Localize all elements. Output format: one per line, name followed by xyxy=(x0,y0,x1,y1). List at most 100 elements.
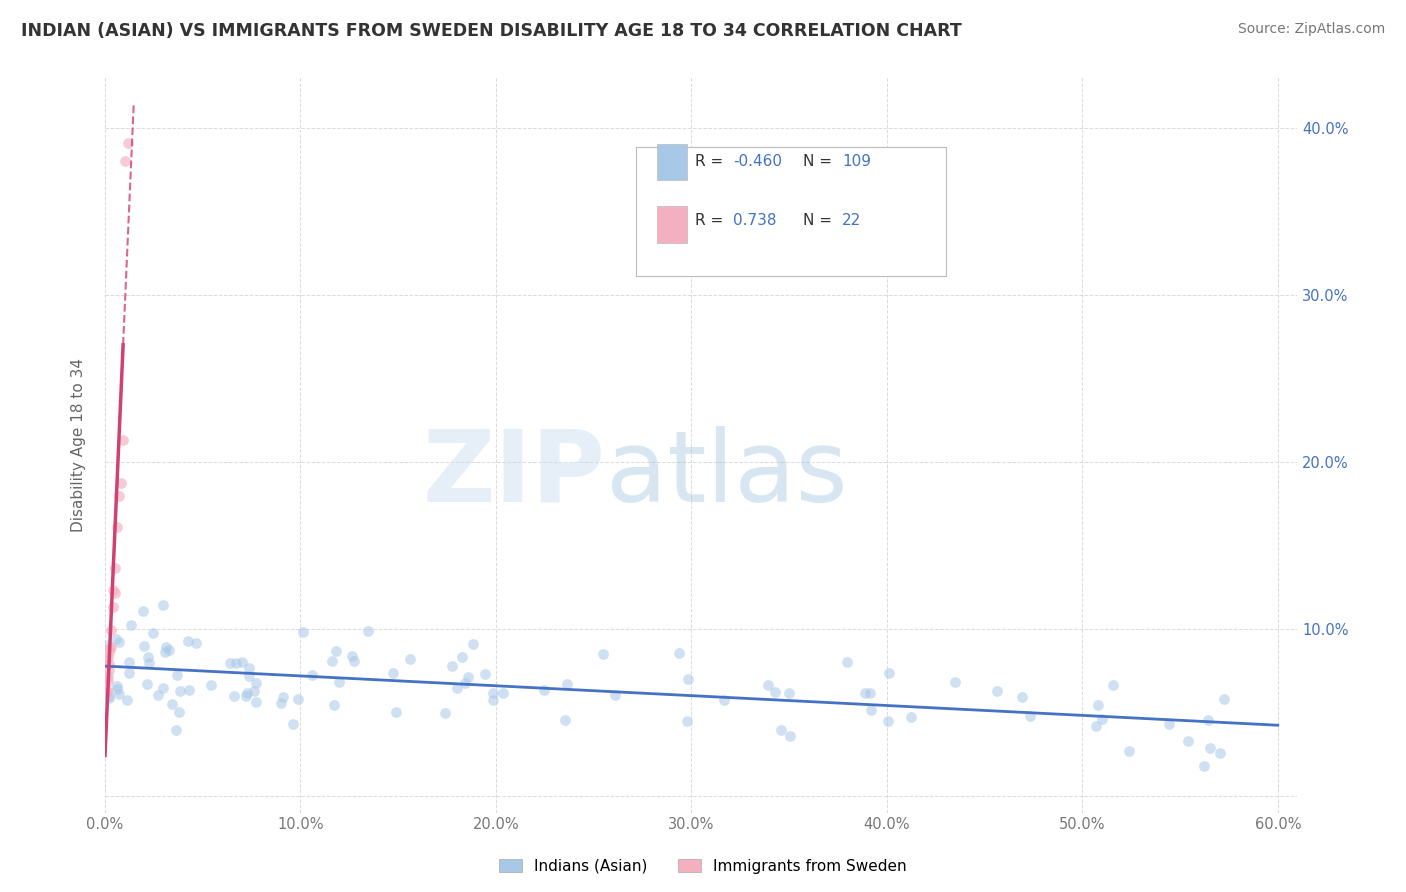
Point xyxy=(107,489,129,503)
Point xyxy=(859,703,882,717)
Point xyxy=(169,683,191,698)
Point xyxy=(98,641,121,656)
Point xyxy=(155,640,177,654)
Point xyxy=(108,687,131,701)
Point xyxy=(165,723,187,738)
Text: -0.460: -0.460 xyxy=(734,154,782,169)
Point xyxy=(166,668,188,682)
Point xyxy=(104,585,127,599)
Point xyxy=(97,650,120,665)
Point xyxy=(434,706,457,721)
Point xyxy=(118,655,141,669)
Point xyxy=(96,638,118,652)
Point xyxy=(853,685,876,699)
Point xyxy=(457,670,479,684)
Point xyxy=(132,604,155,618)
Text: Source: ZipAtlas.com: Source: ZipAtlas.com xyxy=(1237,22,1385,37)
Point xyxy=(769,723,792,737)
Point xyxy=(1091,712,1114,726)
Text: 0.738: 0.738 xyxy=(734,213,778,228)
Point xyxy=(224,689,246,703)
Point xyxy=(245,695,267,709)
Point xyxy=(381,665,404,680)
Text: INDIAN (ASIAN) VS IMMIGRANTS FROM SWEDEN DISABILITY AGE 18 TO 34 CORRELATION CHA: INDIAN (ASIAN) VS IMMIGRANTS FROM SWEDEN… xyxy=(21,22,962,40)
Text: N =: N = xyxy=(803,154,837,169)
FancyBboxPatch shape xyxy=(636,147,946,276)
Point xyxy=(778,686,800,700)
Point xyxy=(98,691,121,706)
Point xyxy=(107,682,129,697)
Point xyxy=(236,685,259,699)
Point xyxy=(340,649,363,664)
Point xyxy=(605,688,627,702)
Point xyxy=(357,624,380,638)
Point xyxy=(132,639,155,653)
Point xyxy=(943,675,966,690)
Point xyxy=(138,657,160,671)
Point xyxy=(238,669,260,683)
Point xyxy=(491,686,513,700)
Point xyxy=(287,691,309,706)
Point xyxy=(779,729,801,743)
FancyBboxPatch shape xyxy=(657,144,688,180)
Point xyxy=(676,714,699,728)
Point xyxy=(441,659,464,673)
Point xyxy=(160,697,183,711)
Point xyxy=(474,667,496,681)
Point xyxy=(225,656,247,670)
Point xyxy=(321,654,343,668)
Point xyxy=(136,649,159,664)
Point xyxy=(97,645,120,659)
Point xyxy=(167,705,190,719)
Point xyxy=(1085,719,1108,733)
Point xyxy=(592,647,614,661)
Point xyxy=(328,675,350,690)
Point xyxy=(482,693,505,707)
Point xyxy=(1197,713,1219,727)
Point xyxy=(152,598,174,612)
Point xyxy=(115,692,138,706)
Point xyxy=(281,716,304,731)
Point xyxy=(100,640,122,654)
Point xyxy=(986,683,1008,698)
Point xyxy=(270,696,292,710)
Point xyxy=(100,624,122,638)
Point xyxy=(1102,678,1125,692)
Point xyxy=(678,672,700,686)
Point xyxy=(97,668,120,682)
Point xyxy=(322,698,344,713)
Text: R =: R = xyxy=(695,213,733,228)
Point xyxy=(97,674,120,689)
Point xyxy=(342,654,364,668)
Point xyxy=(1157,717,1180,731)
Point xyxy=(482,686,505,700)
Text: 22: 22 xyxy=(842,213,860,228)
Point xyxy=(96,683,118,698)
Point xyxy=(461,636,484,650)
Point xyxy=(101,599,124,614)
Point xyxy=(1011,690,1033,704)
Point xyxy=(1192,758,1215,772)
Point xyxy=(101,583,124,598)
Point xyxy=(114,153,136,168)
Point xyxy=(756,678,779,692)
Point xyxy=(713,693,735,707)
Point xyxy=(96,671,118,685)
Y-axis label: Disability Age 18 to 34: Disability Age 18 to 34 xyxy=(72,358,86,532)
Point xyxy=(450,649,472,664)
Point xyxy=(97,663,120,677)
Point xyxy=(325,644,347,658)
Point xyxy=(292,624,315,639)
Point xyxy=(142,626,165,640)
Point xyxy=(105,520,128,534)
Point xyxy=(384,705,406,719)
Point xyxy=(668,646,690,660)
Legend: Indians (Asian), Immigrants from Sweden: Indians (Asian), Immigrants from Sweden xyxy=(494,853,912,880)
Text: R =: R = xyxy=(695,154,728,169)
Point xyxy=(152,681,174,695)
Point xyxy=(877,665,900,680)
Point xyxy=(96,651,118,665)
Point xyxy=(1087,698,1109,712)
Point xyxy=(157,642,180,657)
Point xyxy=(107,634,129,648)
